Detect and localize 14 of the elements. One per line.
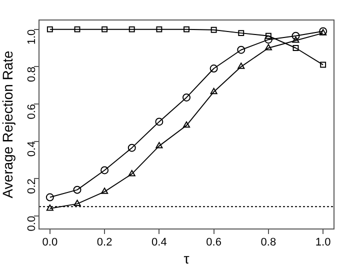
y-tick-label: 0.0 [26, 216, 38, 232]
y-tick-label: 0.6 [26, 104, 38, 120]
y-tick-label: 0.8 [26, 66, 38, 82]
x-tick-label: 0.6 [206, 236, 222, 249]
x-tick-label: 0.2 [96, 236, 112, 249]
x-tick-label: 0.8 [260, 236, 276, 249]
y-tick-label: 0.4 [26, 141, 38, 157]
y-tick-label: 1.0 [26, 29, 38, 45]
x-axis-title: τ [184, 250, 190, 266]
x-tick-label: 1.0 [315, 236, 331, 249]
x-tick-label: 0.4 [152, 236, 167, 249]
x-tick-label: 0.0 [42, 236, 58, 249]
y-tick-label: 0.2 [26, 178, 38, 194]
y-axis-title: Average Rejection Rate [0, 50, 16, 198]
